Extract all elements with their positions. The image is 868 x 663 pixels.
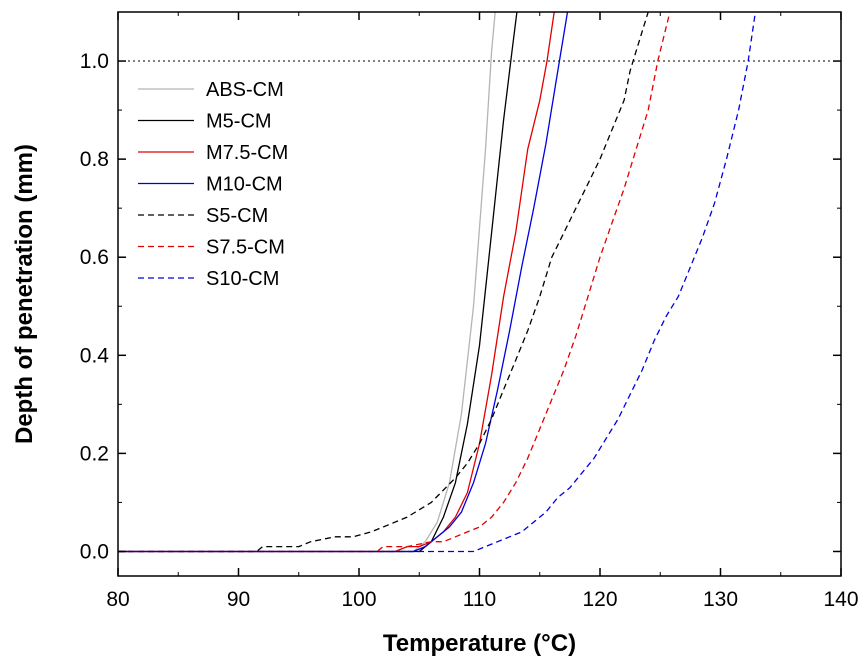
x-tick-label: 110	[463, 588, 496, 611]
legend-label: S7.5-CM	[206, 237, 285, 259]
y-tick-label: 1.0	[80, 50, 109, 73]
series-line-abs-cm	[118, 12, 496, 553]
series-line-s10-cm	[118, 12, 757, 553]
series-line-m5-cm	[118, 12, 518, 553]
x-tick-label: 130	[703, 588, 738, 611]
x-tick-label: 80	[106, 588, 129, 611]
legend-label: ABS-CM	[206, 79, 284, 101]
legend: ABS-CM M5-CM M7.5-CM M10-CM S5-CM S7.5-CM S10-…	[138, 79, 288, 290]
series-line-s5-cm	[118, 12, 649, 553]
series-line-s7-5-cm	[118, 12, 671, 553]
series-layer	[118, 12, 757, 553]
legend-label: S5-CM	[206, 205, 268, 227]
y-tick-label: 0.4	[80, 344, 110, 367]
legend-label: M5-CM	[206, 111, 272, 133]
y-tick-label: 0.8	[80, 148, 109, 171]
x-tick-label: 90	[227, 588, 250, 611]
legend-label: M10-CM	[206, 174, 283, 196]
legend-label: S10-CM	[206, 268, 279, 290]
y-axis-title: Depth of penetration (mm)	[11, 144, 38, 444]
series-line-m7-5-cm	[118, 12, 555, 553]
x-tick-label: 140	[823, 588, 858, 611]
x-tick-label: 120	[582, 588, 617, 611]
x-tick-label: 100	[341, 588, 376, 611]
ticks-layer: 80 90 100 110 120 130 140 0.0 0.2 0.4 0.6 0.8 1.0	[80, 12, 859, 611]
y-tick-label: 0.2	[80, 442, 109, 465]
legend-label: M7.5-CM	[206, 142, 288, 164]
series-line-m10-cm	[118, 12, 569, 553]
x-axis-title: Temperature (°C)	[383, 630, 576, 657]
y-tick-label: 0.6	[80, 246, 109, 269]
y-tick-label: 0.0	[80, 540, 109, 563]
